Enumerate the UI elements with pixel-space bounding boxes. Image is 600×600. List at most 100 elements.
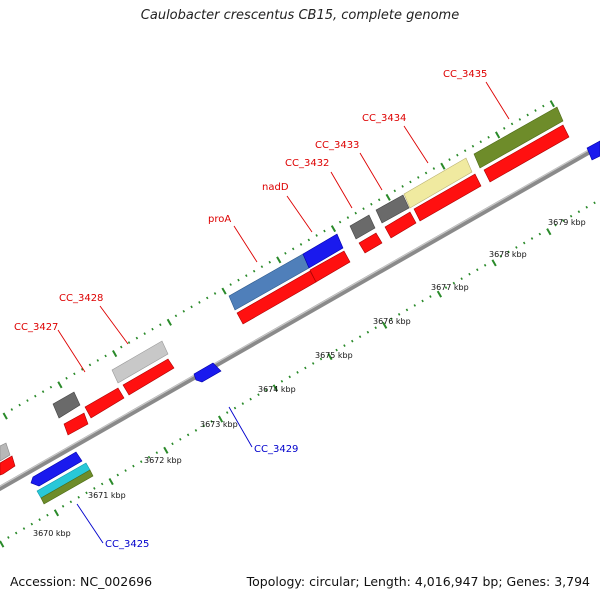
gene-label[interactable]: nadD	[262, 182, 289, 193]
tick-minor	[155, 451, 159, 455]
tick-minor	[569, 214, 573, 218]
tick-minor	[534, 109, 537, 112]
feature-right-blue[interactable]	[586, 140, 600, 161]
tick-minor	[30, 522, 34, 526]
feature-CC_3428[interactable]	[111, 340, 169, 384]
tick-minor	[85, 491, 88, 495]
gene-label[interactable]: proA	[208, 214, 231, 225]
feature-layer[interactable]	[0, 106, 600, 505]
tick-major	[494, 131, 501, 139]
gene-label[interactable]: CC_3429	[254, 444, 298, 455]
tick-minor	[225, 411, 229, 414]
tick-minor	[351, 339, 354, 343]
tick-minor	[233, 406, 237, 410]
tick-minor	[132, 464, 135, 468]
feature-CC_3429[interactable]	[193, 362, 222, 383]
feature-red-CC_3435[interactable]	[483, 124, 570, 183]
tick-minor	[252, 269, 256, 273]
feature-red-1[interactable]	[0, 455, 16, 476]
tick-minor	[38, 518, 41, 521]
tick-minor	[377, 198, 381, 202]
tick-major	[546, 228, 552, 236]
gene-labels-top: CC_3427 CC_3428 proA nadD CC_3432 CC_343…	[14, 69, 487, 333]
genome-backbone-highlight	[0, 143, 600, 487]
tick-major	[0, 540, 5, 548]
gene-label[interactable]: CC_3434	[362, 113, 406, 124]
tick-minor	[405, 308, 409, 312]
feature-red-4[interactable]	[122, 358, 175, 396]
tick-minor	[18, 403, 21, 407]
tick-minor	[139, 460, 143, 463]
feature-red-3[interactable]	[84, 387, 125, 419]
tick-minor	[61, 504, 65, 508]
tick-minor	[452, 281, 456, 285]
tick-minor	[198, 301, 201, 304]
tick-minor	[499, 255, 502, 258]
tick-minor	[93, 487, 96, 490]
tick-minor	[237, 278, 240, 282]
tick-minor	[397, 313, 401, 316]
feature-red-nadD[interactable]	[309, 250, 351, 283]
tick-minor	[319, 357, 323, 361]
tick-minor	[268, 260, 271, 264]
tick-minor	[346, 216, 350, 219]
feature-CC_3434[interactable]	[403, 157, 473, 209]
tick-minor	[229, 283, 232, 286]
tick-minor	[116, 473, 120, 477]
feature-CC_3435[interactable]	[473, 106, 564, 169]
tick-minor	[370, 202, 373, 206]
tick-minor	[507, 250, 510, 254]
tick-minor	[542, 104, 545, 108]
tick-minor	[354, 211, 357, 215]
feature-red-CC_3432[interactable]	[358, 232, 383, 254]
feature-gray-left[interactable]	[0, 442, 11, 462]
tick-major	[440, 162, 446, 170]
feature-nadD[interactable]	[302, 233, 344, 269]
tick-major	[549, 100, 555, 108]
tick-minor	[26, 399, 29, 402]
label-leaders	[57, 81, 510, 544]
tick-major	[57, 381, 63, 389]
tick-minor	[257, 393, 260, 397]
gene-label[interactable]: CC_3428	[59, 293, 103, 304]
gene-label[interactable]: CC_3427	[14, 322, 58, 333]
tick-minor	[323, 229, 326, 233]
scale-label: 3675 kbp	[315, 351, 353, 360]
feature-CC_3433[interactable]	[375, 194, 410, 224]
tick-minor	[179, 437, 182, 441]
scale-label: 3671 kbp	[88, 491, 126, 500]
tick-minor	[77, 495, 80, 499]
feature-CC_3425-c[interactable]	[40, 469, 94, 505]
feature-red-CC_3434[interactable]	[413, 173, 482, 222]
tick-major	[166, 318, 172, 326]
gene-label[interactable]: CC_3433	[315, 140, 359, 151]
feature-CC_3432[interactable]	[349, 214, 376, 240]
tick-minor	[104, 354, 107, 358]
gene-label[interactable]: CC_3432	[285, 158, 329, 169]
tick-minor	[65, 376, 68, 380]
feature-CC_3427[interactable]	[52, 391, 81, 419]
gene-label[interactable]: CC_3435	[443, 69, 487, 80]
gene-label[interactable]: CC_3425	[105, 539, 149, 550]
tick-minor	[88, 363, 92, 367]
tick-minor	[518, 118, 522, 121]
tick-major	[53, 509, 60, 517]
tick-minor	[390, 317, 393, 321]
tick-minor	[510, 122, 514, 126]
tick-minor	[41, 390, 45, 394]
tick-minor	[135, 336, 139, 340]
tick-minor	[476, 268, 479, 272]
feature-red-2[interactable]	[63, 412, 89, 436]
tick-minor	[190, 305, 193, 309]
tick-minor	[413, 304, 417, 307]
scale-label: 3674 kbp	[258, 385, 296, 394]
tick-minor	[213, 292, 217, 295]
tick-row-inner	[0, 201, 596, 548]
tick-major	[2, 412, 8, 420]
tick-minor	[80, 367, 84, 371]
tick-minor	[127, 341, 131, 344]
tick-minor	[96, 359, 100, 362]
feature-red-CC_3433[interactable]	[384, 211, 417, 239]
feature-CC_3425-a[interactable]	[30, 451, 83, 487]
